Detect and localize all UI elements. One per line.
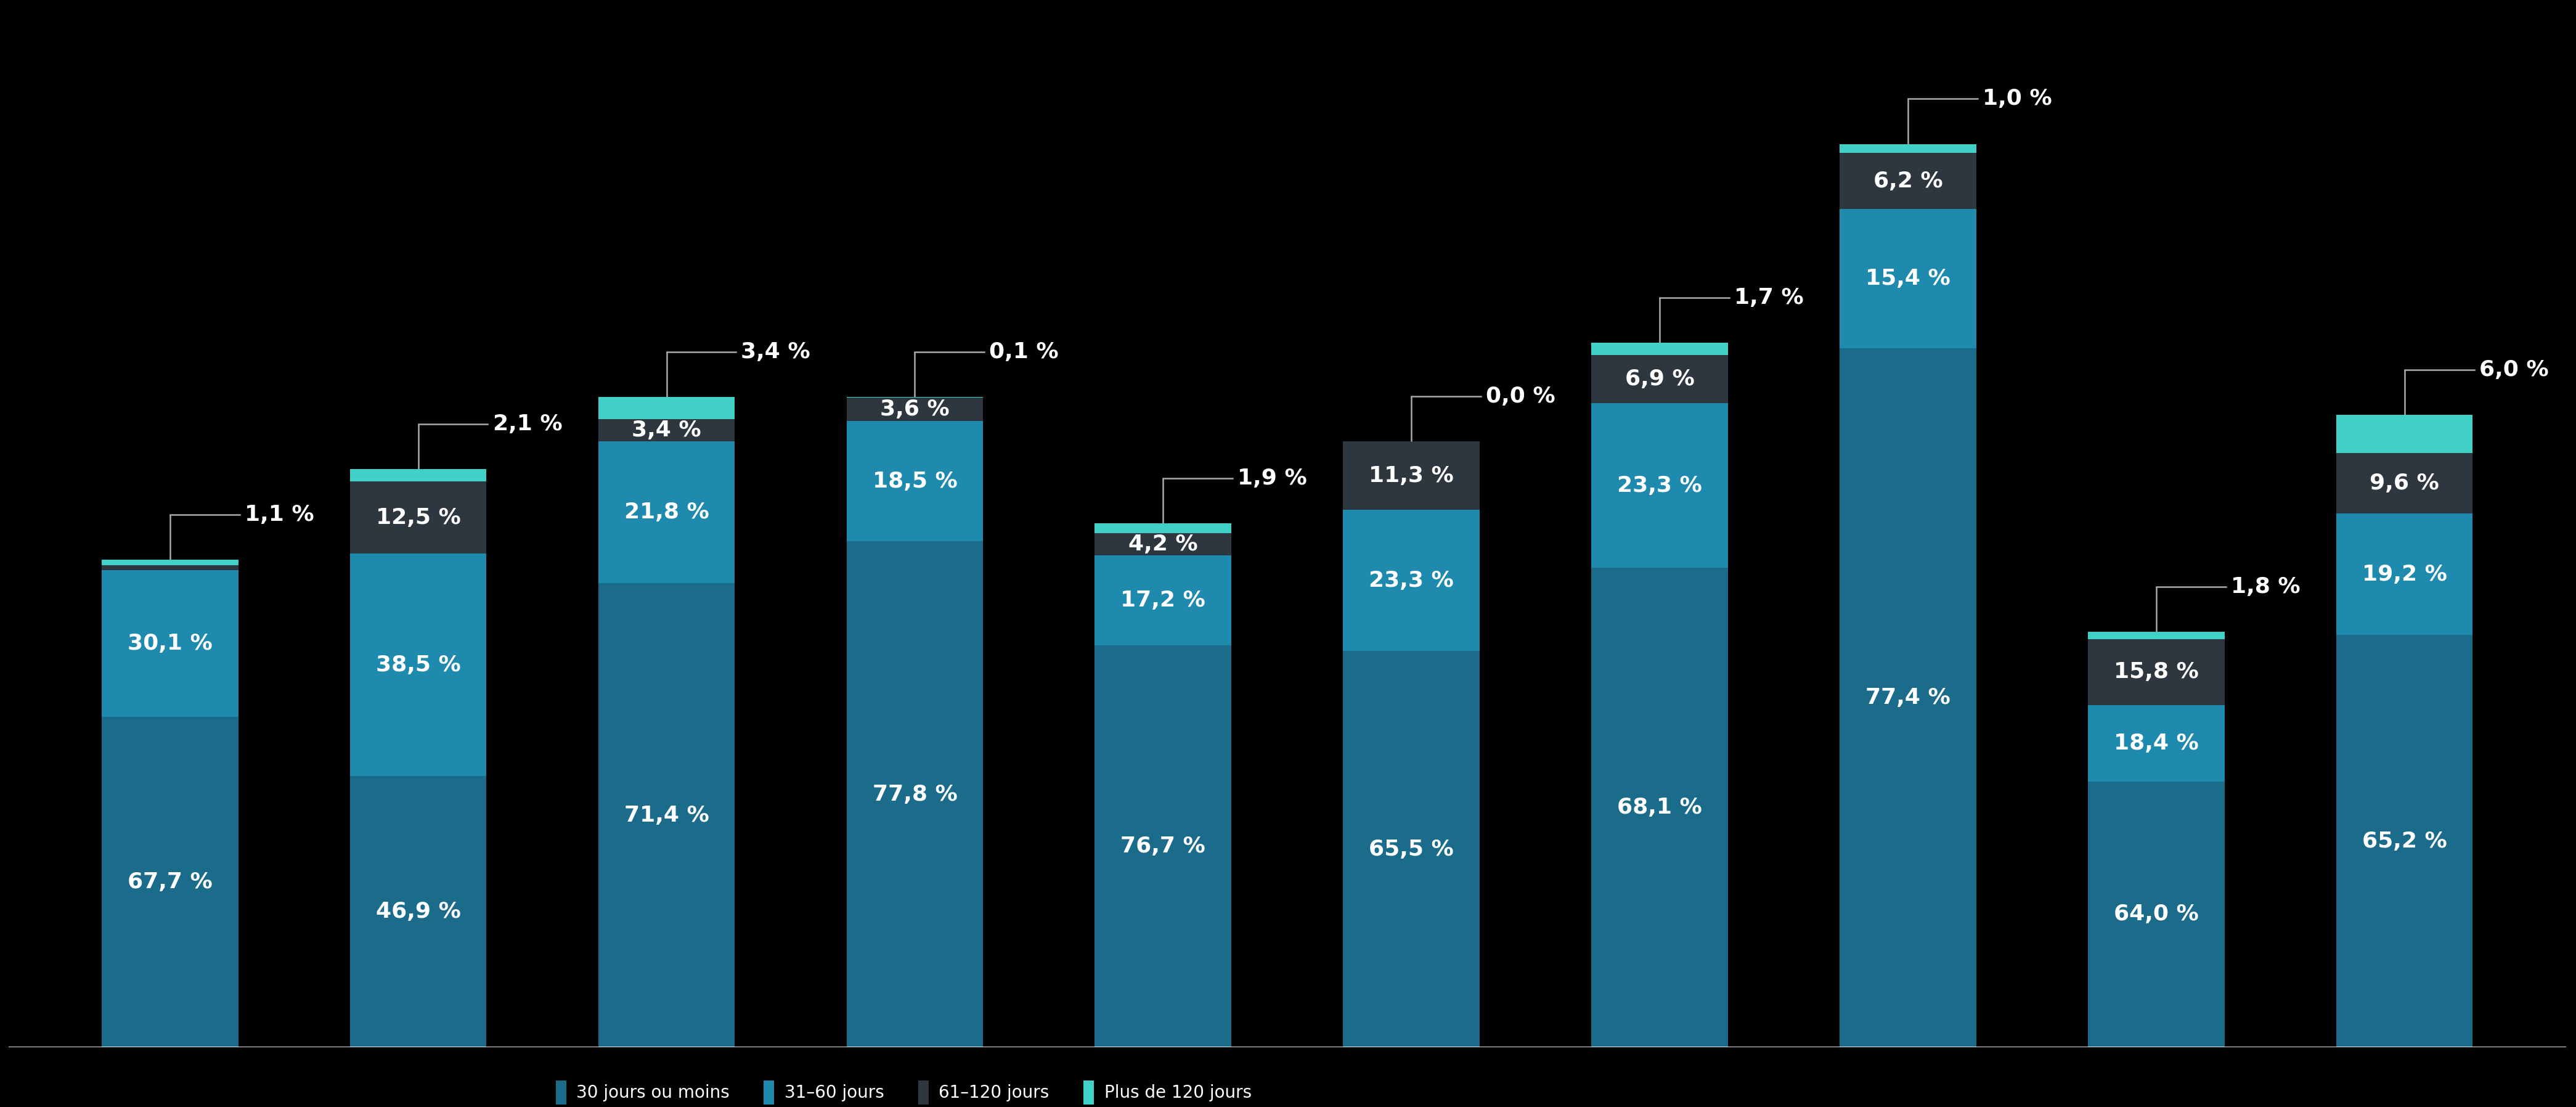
Bar bbox=[100, 559, 237, 565]
Text: 6,0 %: 6,0 % bbox=[2478, 360, 2548, 381]
Text: 0,0 %: 0,0 % bbox=[1486, 386, 1556, 407]
Bar bbox=[350, 482, 487, 554]
Text: 23,3 %: 23,3 % bbox=[1618, 475, 1703, 496]
Bar bbox=[2336, 514, 2473, 635]
Bar bbox=[1592, 568, 1728, 1047]
Text: 11,3 %: 11,3 % bbox=[1368, 465, 1453, 486]
Bar bbox=[598, 397, 734, 420]
Text: 76,7 %: 76,7 % bbox=[1121, 836, 1206, 857]
Text: 1,7 %: 1,7 % bbox=[1734, 287, 1803, 308]
Text: 18,4 %: 18,4 % bbox=[2115, 733, 2200, 754]
Bar bbox=[1095, 534, 1231, 556]
Bar bbox=[1839, 153, 1976, 209]
Text: 38,5 %: 38,5 % bbox=[376, 654, 461, 675]
Bar bbox=[1342, 442, 1479, 510]
Bar bbox=[100, 717, 237, 1047]
Text: 23,3 %: 23,3 % bbox=[1368, 570, 1453, 591]
Text: 46,9 %: 46,9 % bbox=[376, 901, 461, 922]
Text: 65,2 %: 65,2 % bbox=[2362, 830, 2447, 851]
Text: 77,8 %: 77,8 % bbox=[873, 784, 958, 805]
Bar bbox=[1095, 556, 1231, 645]
Bar bbox=[598, 442, 734, 583]
Text: 1,1 %: 1,1 % bbox=[245, 504, 314, 525]
Bar bbox=[2089, 705, 2226, 782]
Bar bbox=[2089, 632, 2226, 640]
Text: 6,2 %: 6,2 % bbox=[1873, 170, 1942, 192]
Bar bbox=[100, 565, 237, 570]
Text: 4,2 %: 4,2 % bbox=[1128, 534, 1198, 555]
Bar bbox=[2089, 640, 2226, 705]
Bar bbox=[1839, 144, 1976, 153]
Bar bbox=[350, 554, 487, 776]
Bar bbox=[2336, 635, 2473, 1047]
Text: 15,4 %: 15,4 % bbox=[1865, 268, 1950, 289]
Text: 64,0 %: 64,0 % bbox=[2115, 904, 2200, 924]
Text: 3,4 %: 3,4 % bbox=[742, 341, 811, 362]
Bar bbox=[1839, 209, 1976, 349]
Text: 30,1 %: 30,1 % bbox=[126, 633, 211, 654]
Bar bbox=[848, 397, 984, 421]
Bar bbox=[2336, 415, 2473, 453]
Text: 1,8 %: 1,8 % bbox=[2231, 576, 2300, 597]
Bar bbox=[1095, 645, 1231, 1047]
Bar bbox=[100, 570, 237, 717]
Text: 71,4 %: 71,4 % bbox=[623, 805, 708, 826]
Text: 1,0 %: 1,0 % bbox=[1984, 89, 2053, 110]
Text: 17,2 %: 17,2 % bbox=[1121, 590, 1206, 611]
Bar bbox=[350, 776, 487, 1047]
Bar bbox=[598, 420, 734, 442]
Text: 3,6 %: 3,6 % bbox=[881, 399, 951, 420]
Legend: 30 jours ou moins, 31–60 jours, 61–120 jours, Plus de 120 jours: 30 jours ou moins, 31–60 jours, 61–120 j… bbox=[549, 1074, 1257, 1107]
Bar bbox=[1839, 349, 1976, 1047]
Text: 9,6 %: 9,6 % bbox=[2370, 473, 2439, 494]
Bar bbox=[848, 541, 984, 1047]
Text: 3,4 %: 3,4 % bbox=[631, 420, 701, 441]
Bar bbox=[1592, 354, 1728, 403]
Text: 19,2 %: 19,2 % bbox=[2362, 563, 2447, 584]
Bar bbox=[848, 421, 984, 541]
Bar bbox=[1592, 403, 1728, 568]
Text: 1,9 %: 1,9 % bbox=[1236, 468, 1306, 489]
Text: 0,1 %: 0,1 % bbox=[989, 341, 1059, 362]
Bar bbox=[598, 583, 734, 1047]
Text: 18,5 %: 18,5 % bbox=[873, 470, 958, 492]
Bar bbox=[350, 469, 487, 482]
Bar bbox=[1095, 524, 1231, 534]
Text: 2,1 %: 2,1 % bbox=[492, 414, 562, 435]
Text: 65,5 %: 65,5 % bbox=[1368, 839, 1453, 860]
Bar bbox=[1342, 651, 1479, 1047]
Text: 15,8 %: 15,8 % bbox=[2115, 662, 2200, 683]
Text: 67,7 %: 67,7 % bbox=[126, 871, 211, 892]
Bar bbox=[1342, 510, 1479, 651]
Text: 68,1 %: 68,1 % bbox=[1618, 797, 1703, 818]
Text: 6,9 %: 6,9 % bbox=[1625, 369, 1695, 390]
Bar bbox=[2089, 782, 2226, 1047]
Bar bbox=[2336, 453, 2473, 514]
Bar bbox=[1592, 343, 1728, 354]
Text: 21,8 %: 21,8 % bbox=[623, 501, 708, 523]
Text: 77,4 %: 77,4 % bbox=[1865, 687, 1950, 708]
Text: 12,5 %: 12,5 % bbox=[376, 507, 461, 528]
